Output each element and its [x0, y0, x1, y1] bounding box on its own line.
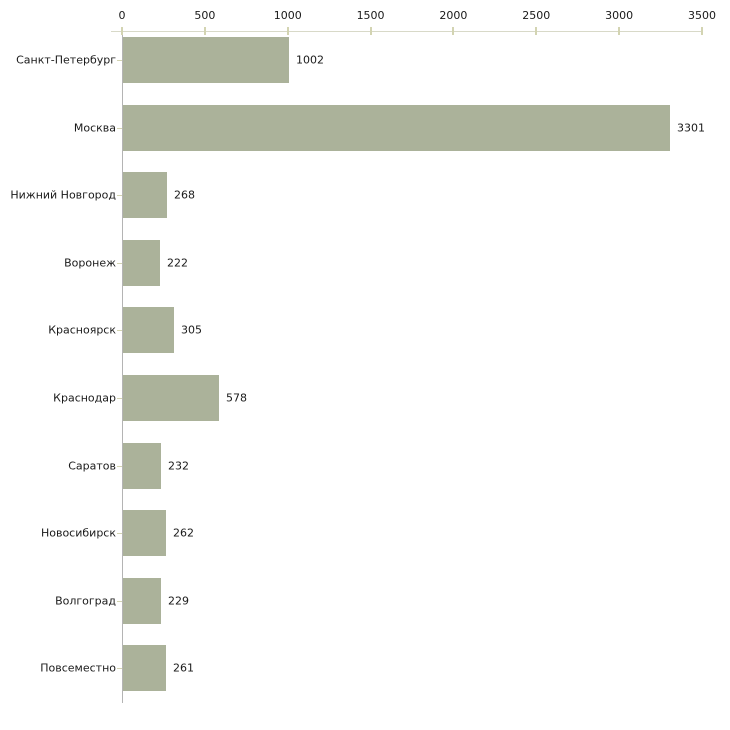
- category-tick: [117, 466, 122, 467]
- category-label: Санкт-Петербург: [16, 53, 116, 67]
- bar-value-label: 3301: [677, 121, 705, 135]
- x-axis-tick-label: 1500: [356, 9, 385, 22]
- bar-value-label: 262: [173, 526, 194, 540]
- x-axis-tick-label: 500: [194, 9, 216, 22]
- x-axis-tick-label: 3500: [688, 9, 716, 22]
- category-tick: [117, 128, 122, 129]
- x-axis-tick: [369, 27, 372, 35]
- bar: [123, 37, 289, 83]
- x-axis-tick: [701, 27, 703, 35]
- x-axis-line: [111, 31, 702, 32]
- x-axis-tick: [203, 27, 206, 35]
- bar-value-label: 305: [181, 323, 202, 337]
- bar: [123, 240, 160, 286]
- category-label: Нижний Новгород: [10, 188, 116, 202]
- bar-value-label: 261: [173, 661, 194, 675]
- category-label: Красноярск: [48, 323, 116, 337]
- bar: [123, 578, 161, 624]
- category-tick: [117, 195, 122, 196]
- category-tick: [117, 330, 122, 331]
- x-axis-tick-label: 2000: [439, 9, 468, 22]
- category-tick: [117, 263, 122, 264]
- y-axis-line: [122, 31, 123, 703]
- category-tick: [117, 668, 122, 669]
- x-axis-tick: [618, 27, 621, 35]
- category-label: Воронеж: [64, 256, 116, 270]
- x-axis-tick-label: 3000: [605, 9, 634, 22]
- bar-value-label: 268: [174, 188, 195, 202]
- bar: [123, 172, 167, 218]
- category-label: Саратов: [68, 459, 116, 473]
- category-tick: [117, 533, 122, 534]
- category-label: Повсеместно: [40, 661, 116, 675]
- bar-value-label: 232: [168, 459, 189, 473]
- x-axis-tick: [452, 27, 455, 35]
- category-label: Москва: [73, 121, 116, 135]
- category-label: Волгоград: [55, 594, 116, 608]
- bar: [123, 375, 219, 421]
- x-axis-tick-label: 0: [118, 9, 126, 22]
- bar: [123, 645, 166, 691]
- bar-value-label: 1002: [296, 53, 324, 67]
- bar: [123, 510, 166, 556]
- x-axis-tick-label: 1000: [273, 9, 302, 22]
- category-tick: [117, 60, 122, 61]
- bar: [123, 443, 161, 489]
- x-axis-tick: [286, 27, 289, 35]
- x-axis-tick: [535, 27, 538, 35]
- x-axis-tick: [121, 27, 123, 35]
- bar-value-label: 578: [226, 391, 247, 405]
- category-label: Краснодар: [53, 391, 116, 405]
- x-axis-tick-label: 2500: [522, 9, 551, 22]
- bar-value-label: 222: [167, 256, 188, 270]
- category-label: Новосибирск: [40, 526, 116, 540]
- bar: [123, 307, 174, 353]
- bar-value-label: 229: [168, 594, 189, 608]
- category-tick: [117, 398, 122, 399]
- category-tick: [117, 601, 122, 602]
- bar: [123, 105, 670, 151]
